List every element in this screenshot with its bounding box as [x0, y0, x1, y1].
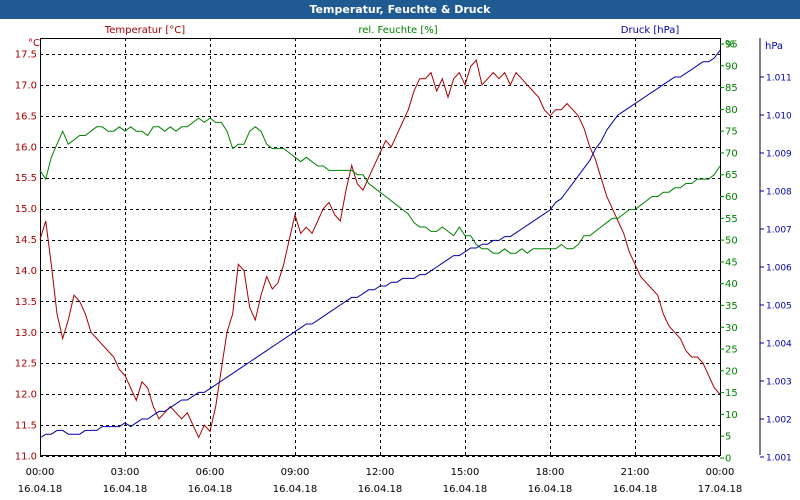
humidity-tick-label: 25 — [725, 345, 738, 356]
pressure-tick-label: 1.004 — [766, 340, 792, 350]
temperature-legend: Temperatur [°C] — [104, 25, 185, 36]
humidity-series-line — [39, 117, 721, 254]
temperature-axis: 11.0 11.5 12.0 12.5 13.0 13.5 14.0 14.5 15.0 15.5… — [15, 50, 37, 463]
x-tick-time-label: 12:00 — [366, 467, 395, 478]
humidity-tick-label: 80 — [725, 105, 738, 116]
x-tick-date-label: 16.04.18 — [358, 484, 403, 495]
x-tick-date-label: 16.04.18 — [528, 484, 573, 495]
x-tick-date-label: 16.04.18 — [613, 484, 658, 495]
humidity-tick-label: 65 — [725, 170, 738, 181]
humidity-axis: 0 5 10 15 20 25 30 35 40 45 50 55 60 65 70 75 80 85 90 95 — [720, 40, 738, 465]
x-tick-time-label: 21:00 — [621, 467, 650, 478]
humidity-tick-label: 60 — [725, 192, 738, 203]
pressure-tick-label: 1.007 — [766, 226, 792, 236]
humidity-tick-label: 95 — [725, 40, 738, 51]
humidity-tick-label: 10 — [725, 410, 738, 421]
x-tick-date-label: 16.04.18 — [103, 484, 148, 495]
temperature-tick-label: 15.0 — [15, 204, 37, 215]
pressure-legend: Druck [hPa] — [621, 25, 680, 36]
x-tick-date-label: 16.04.18 — [273, 484, 318, 495]
temperature-series-line — [39, 59, 721, 439]
x-tick-time-label: 15:00 — [451, 467, 480, 478]
temperature-tick-label: 16.0 — [15, 142, 37, 153]
x-tick-time-label: 00:00 — [706, 467, 735, 478]
humidity-tick-label: 50 — [725, 236, 738, 247]
pressure-axis: 1.001 1.002 1.003 1.004 1.005 1.006 1.007 1.008… — [760, 74, 792, 464]
temperature-tick-label: 15.5 — [15, 173, 37, 184]
pressure-tick-label: 1.010 — [766, 112, 792, 122]
temperature-tick-label: 11.0 — [15, 452, 37, 463]
x-tick-time-label: 06:00 — [196, 467, 225, 478]
humidity-tick-label: 55 — [725, 214, 738, 225]
plot-frame — [40, 38, 721, 456]
temperature-tick-label: 17.0 — [15, 80, 37, 91]
x-tick-time-label: 00:00 — [26, 467, 55, 478]
weather-chart: 11.0 11.5 12.0 12.5 13.0 13.5 14.0 14.5 15.0 15.5… — [0, 19, 800, 500]
pressure-series-line — [39, 50, 721, 439]
pressure-tick-label: 1.011 — [766, 74, 792, 84]
humidity-tick-label: 30 — [725, 323, 738, 334]
temperature-tick-label: 14.0 — [15, 266, 37, 277]
humidity-tick-label: 85 — [725, 83, 738, 94]
temperature-unit: °C — [28, 38, 40, 49]
temperature-tick-label: 17.5 — [15, 50, 37, 61]
x-tick-date-label: 16.04.18 — [443, 484, 488, 495]
x-tick-time-label: 18:00 — [536, 467, 565, 478]
temperature-tick-label: 14.5 — [15, 235, 37, 246]
pressure-unit: hPa — [765, 41, 783, 52]
x-tick-date-label: 16.04.18 — [18, 484, 63, 495]
humidity-tick-label: 35 — [725, 301, 738, 312]
humidity-tick-label: 5 — [725, 432, 731, 443]
grid — [40, 38, 721, 457]
temperature-tick-label: 12.5 — [15, 359, 37, 370]
temperature-tick-label: 16.5 — [15, 111, 37, 122]
window-title: Temperatur, Feuchte & Druck — [0, 0, 800, 19]
humidity-tick-label: 40 — [725, 279, 738, 290]
series — [39, 50, 721, 439]
pressure-tick-label: 1.001 — [766, 454, 792, 464]
humidity-legend: rel. Feuchte [%] — [358, 25, 437, 36]
temperature-tick-label: 13.5 — [15, 297, 37, 308]
time-axis: 00:00 16.04.18 03:00 16.04.18 06:00 16.04.18 0… — [18, 467, 743, 495]
pressure-tick-label: 1.005 — [766, 302, 792, 312]
temperature-tick-label: 12.0 — [15, 390, 37, 401]
humidity-tick-label: 0 — [725, 454, 731, 465]
humidity-tick-label: 75 — [725, 127, 738, 138]
humidity-tick-label: 70 — [725, 148, 738, 159]
x-tick-date-label: 17.04.18 — [698, 484, 743, 495]
x-tick-time-label: 03:00 — [111, 467, 140, 478]
temperature-tick-label: 11.5 — [15, 421, 37, 432]
humidity-tick-label: 45 — [725, 257, 738, 268]
pressure-tick-label: 1.008 — [766, 188, 792, 198]
pressure-tick-label: 1.009 — [766, 150, 792, 160]
humidity-tick-label: 20 — [725, 366, 738, 377]
humidity-tick-label: 15 — [725, 388, 738, 399]
x-tick-date-label: 16.04.18 — [188, 484, 233, 495]
x-tick-time-label: 09:00 — [281, 467, 310, 478]
humidity-unit: % — [725, 39, 735, 50]
pressure-tick-label: 1.003 — [766, 378, 792, 388]
temperature-tick-label: 13.0 — [15, 328, 37, 339]
pressure-tick-label: 1.002 — [766, 416, 792, 426]
pressure-tick-label: 1.006 — [766, 264, 792, 274]
humidity-tick-label: 90 — [725, 61, 738, 72]
